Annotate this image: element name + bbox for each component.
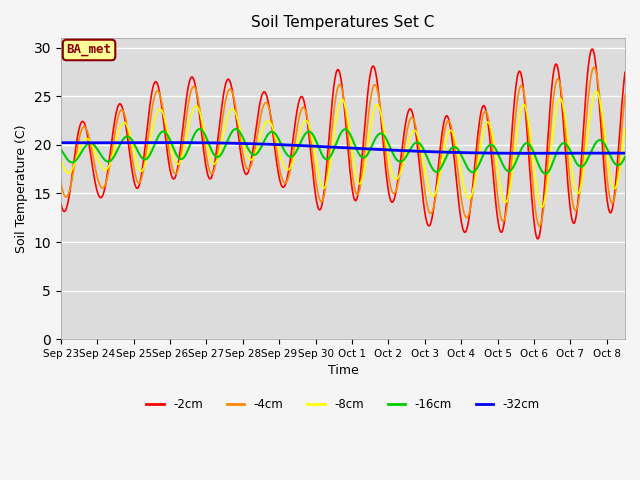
- -16cm: [541, 171, 549, 177]
- -32cm: [497, 150, 505, 156]
- -32cm: [508, 150, 515, 156]
- -16cm: [508, 167, 515, 172]
- -4cm: [115, 112, 122, 118]
- -8cm: [593, 89, 600, 95]
- -2cm: [507, 142, 515, 148]
- -8cm: [115, 130, 122, 136]
- -8cm: [305, 123, 313, 129]
- -16cm: [445, 149, 452, 155]
- Line: -16cm: -16cm: [61, 129, 625, 174]
- Line: -2cm: -2cm: [61, 49, 625, 239]
- Y-axis label: Soil Temperature (C): Soil Temperature (C): [15, 124, 28, 253]
- -16cm: [115, 145, 122, 151]
- -32cm: [525, 150, 533, 156]
- -32cm: [115, 140, 122, 145]
- -16cm: [285, 154, 293, 159]
- -8cm: [57, 156, 65, 162]
- -4cm: [305, 127, 313, 133]
- Title: Soil Temperatures Set C: Soil Temperatures Set C: [252, 15, 435, 30]
- -2cm: [534, 236, 542, 242]
- -4cm: [57, 180, 65, 186]
- Line: -32cm: -32cm: [61, 143, 625, 153]
- Legend: -2cm, -4cm, -8cm, -16cm, -32cm: -2cm, -4cm, -8cm, -16cm, -32cm: [141, 393, 545, 416]
- -16cm: [621, 154, 629, 160]
- -32cm: [621, 150, 629, 156]
- -2cm: [305, 136, 313, 142]
- Line: -8cm: -8cm: [61, 92, 625, 207]
- -16cm: [57, 146, 65, 152]
- X-axis label: Time: Time: [328, 364, 358, 377]
- Text: BA_met: BA_met: [67, 44, 111, 57]
- -2cm: [285, 166, 293, 171]
- -32cm: [285, 142, 293, 148]
- -32cm: [445, 149, 452, 155]
- -2cm: [588, 46, 596, 52]
- -4cm: [621, 92, 629, 97]
- -8cm: [507, 179, 515, 185]
- -4cm: [497, 214, 504, 219]
- -4cm: [507, 166, 515, 171]
- -32cm: [164, 140, 172, 145]
- -2cm: [621, 70, 629, 75]
- -2cm: [497, 229, 504, 235]
- -16cm: [306, 129, 314, 135]
- -8cm: [444, 131, 452, 136]
- -16cm: [196, 126, 204, 132]
- -32cm: [57, 140, 65, 145]
- -4cm: [444, 118, 452, 123]
- -2cm: [444, 115, 452, 121]
- -8cm: [621, 126, 629, 132]
- Line: -4cm: -4cm: [61, 67, 625, 226]
- -8cm: [285, 166, 293, 172]
- -2cm: [57, 201, 65, 206]
- -2cm: [115, 102, 122, 108]
- -8cm: [538, 204, 546, 210]
- -32cm: [306, 143, 314, 149]
- -4cm: [285, 172, 293, 178]
- -4cm: [536, 223, 543, 229]
- -8cm: [497, 186, 504, 192]
- -16cm: [497, 158, 505, 164]
- -4cm: [590, 64, 598, 70]
